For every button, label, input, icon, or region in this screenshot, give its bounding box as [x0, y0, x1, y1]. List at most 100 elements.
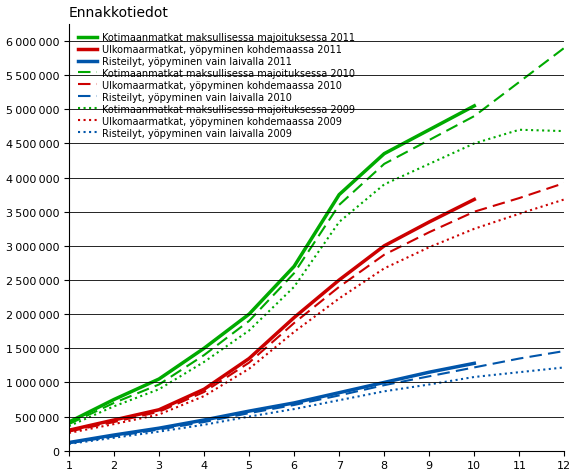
Ulkomaarmatkat, yöpyminen kohdemaassa 2009 [381, 266, 388, 272]
Ulkomaarmatkat, yöpyminen kohdemaassa 2010 [516, 196, 523, 201]
Kotimaanmatkat maksullisessa majoituksessa 2009 [381, 182, 388, 188]
Ulkomaarmatkat, yöpyminen kohdemaassa 2009 [471, 227, 478, 232]
Risteilyt, yöpyminen vain laivalla 2010 [516, 356, 523, 362]
Ulkomaarmatkat, yöpyminen kohdemaassa 2010 [201, 389, 208, 395]
Risteilyt, yöpyminen vain laivalla 2010 [65, 440, 72, 446]
Kotimaanmatkat maksullisessa majoituksessa 2009 [110, 404, 117, 409]
Risteilyt, yöpyminen vain laivalla 2009 [561, 365, 568, 370]
Risteilyt, yöpyminen vain laivalla 2009 [381, 388, 388, 394]
Line: Ulkomaarmatkat, yöpyminen kohdemaassa 2010: Ulkomaarmatkat, yöpyminen kohdemaassa 20… [69, 184, 564, 432]
Kotimaanmatkat maksullisessa majoituksessa 2011 [381, 151, 388, 157]
Kotimaanmatkat maksullisessa majoituksessa 2010 [110, 400, 117, 406]
Kotimaanmatkat maksullisessa majoituksessa 2011 [426, 128, 433, 133]
Risteilyt, yöpyminen vain laivalla 2011 [65, 440, 72, 446]
Ulkomaarmatkat, yöpyminen kohdemaassa 2009 [426, 245, 433, 250]
Ulkomaarmatkat, yöpyminen kohdemaassa 2009 [336, 296, 343, 302]
Risteilyt, yöpyminen vain laivalla 2011 [110, 432, 117, 438]
Ulkomaarmatkat, yöpyminen kohdemaassa 2009 [246, 366, 253, 372]
Ulkomaarmatkat, yöpyminen kohdemaassa 2010 [156, 409, 163, 415]
Risteilyt, yöpyminen vain laivalla 2011 [336, 390, 343, 396]
Risteilyt, yöpyminen vain laivalla 2011 [246, 408, 253, 414]
Ulkomaarmatkat, yöpyminen kohdemaassa 2009 [291, 329, 298, 335]
Risteilyt, yöpyminen vain laivalla 2010 [561, 348, 568, 354]
Kotimaanmatkat maksullisessa majoituksessa 2011 [201, 346, 208, 351]
Ulkomaarmatkat, yöpyminen kohdemaassa 2010 [426, 230, 433, 236]
Risteilyt, yöpyminen vain laivalla 2010 [201, 419, 208, 425]
Risteilyt, yöpyminen vain laivalla 2009 [471, 374, 478, 380]
Kotimaanmatkat maksullisessa majoituksessa 2010 [426, 138, 433, 144]
Ulkomaarmatkat, yöpyminen kohdemaassa 2010 [110, 419, 117, 425]
Risteilyt, yöpyminen vain laivalla 2009 [291, 407, 298, 412]
Risteilyt, yöpyminen vain laivalla 2009 [110, 435, 117, 441]
Ulkomaarmatkat, yöpyminen kohdemaassa 2009 [156, 412, 163, 417]
Ulkomaarmatkat, yöpyminen kohdemaassa 2011 [110, 417, 117, 423]
Ulkomaarmatkat, yöpyminen kohdemaassa 2011 [156, 407, 163, 413]
Ulkomaarmatkat, yöpyminen kohdemaassa 2009 [561, 197, 568, 203]
Ulkomaarmatkat, yöpyminen kohdemaassa 2009 [201, 393, 208, 399]
Risteilyt, yöpyminen vain laivalla 2009 [246, 414, 253, 419]
Kotimaanmatkat maksullisessa majoituksessa 2010 [381, 162, 388, 168]
Line: Risteilyt, yöpyminen vain laivalla 2011: Risteilyt, yöpyminen vain laivalla 2011 [69, 364, 474, 443]
Risteilyt, yöpyminen vain laivalla 2011 [201, 417, 208, 423]
Kotimaanmatkat maksullisessa majoituksessa 2009 [156, 387, 163, 392]
Line: Ulkomaarmatkat, yöpyminen kohdemaassa 2011: Ulkomaarmatkat, yöpyminen kohdemaassa 20… [69, 200, 474, 430]
Kotimaanmatkat maksullisessa majoituksessa 2011 [291, 264, 298, 269]
Ulkomaarmatkat, yöpyminen kohdemaassa 2011 [471, 197, 478, 203]
Kotimaanmatkat maksullisessa majoituksessa 2010 [201, 353, 208, 358]
Risteilyt, yöpyminen vain laivalla 2011 [291, 400, 298, 406]
Ulkomaarmatkat, yöpyminen kohdemaassa 2011 [291, 315, 298, 321]
Ulkomaarmatkat, yöpyminen kohdemaassa 2011 [336, 278, 343, 283]
Risteilyt, yöpyminen vain laivalla 2011 [426, 369, 433, 375]
Kotimaanmatkat maksullisessa majoituksessa 2009 [336, 219, 343, 225]
Ulkomaarmatkat, yöpyminen kohdemaassa 2010 [381, 252, 388, 258]
Kotimaanmatkat maksullisessa majoituksessa 2010 [156, 382, 163, 387]
Line: Kotimaanmatkat maksullisessa majoituksessa 2009: Kotimaanmatkat maksullisessa majoitukses… [69, 130, 564, 426]
Risteilyt, yöpyminen vain laivalla 2009 [426, 382, 433, 387]
Risteilyt, yöpyminen vain laivalla 2011 [381, 380, 388, 386]
Kotimaanmatkat maksullisessa majoituksessa 2011 [246, 312, 253, 317]
Kotimaanmatkat maksullisessa majoituksessa 2010 [561, 46, 568, 51]
Risteilyt, yöpyminen vain laivalla 2009 [156, 429, 163, 435]
Risteilyt, yöpyminen vain laivalla 2011 [471, 361, 478, 367]
Ulkomaarmatkat, yöpyminen kohdemaassa 2011 [65, 427, 72, 433]
Ulkomaarmatkat, yöpyminen kohdemaassa 2011 [201, 387, 208, 392]
Kotimaanmatkat maksullisessa majoituksessa 2009 [471, 141, 478, 147]
Line: Ulkomaarmatkat, yöpyminen kohdemaassa 2009: Ulkomaarmatkat, yöpyminen kohdemaassa 20… [69, 200, 564, 433]
Kotimaanmatkat maksullisessa majoituksessa 2009 [201, 359, 208, 365]
Risteilyt, yöpyminen vain laivalla 2009 [516, 369, 523, 375]
Line: Risteilyt, yöpyminen vain laivalla 2010: Risteilyt, yöpyminen vain laivalla 2010 [69, 351, 564, 443]
Ulkomaarmatkat, yöpyminen kohdemaassa 2009 [110, 421, 117, 427]
Kotimaanmatkat maksullisessa majoituksessa 2009 [246, 328, 253, 334]
Risteilyt, yöpyminen vain laivalla 2010 [426, 374, 433, 379]
Kotimaanmatkat maksullisessa majoituksessa 2010 [516, 80, 523, 86]
Ulkomaarmatkat, yöpyminen kohdemaassa 2010 [291, 320, 298, 326]
Kotimaanmatkat maksullisessa majoituksessa 2011 [336, 192, 343, 198]
Kotimaanmatkat maksullisessa majoituksessa 2009 [291, 284, 298, 290]
Ulkomaarmatkat, yöpyminen kohdemaassa 2010 [65, 429, 72, 435]
Ulkomaarmatkat, yöpyminen kohdemaassa 2010 [471, 209, 478, 215]
Risteilyt, yöpyminen vain laivalla 2010 [381, 383, 388, 388]
Risteilyt, yöpyminen vain laivalla 2010 [246, 410, 253, 416]
Kotimaanmatkat maksullisessa majoituksessa 2009 [561, 129, 568, 135]
Risteilyt, yöpyminen vain laivalla 2011 [156, 426, 163, 431]
Kotimaanmatkat maksullisessa majoituksessa 2010 [65, 421, 72, 427]
Line: Kotimaanmatkat maksullisessa majoituksessa 2010: Kotimaanmatkat maksullisessa majoitukses… [69, 49, 564, 424]
Risteilyt, yöpyminen vain laivalla 2009 [65, 441, 72, 447]
Kotimaanmatkat maksullisessa majoituksessa 2009 [426, 162, 433, 168]
Kotimaanmatkat maksullisessa majoituksessa 2010 [336, 203, 343, 208]
Risteilyt, yöpyminen vain laivalla 2010 [156, 427, 163, 433]
Kotimaanmatkat maksullisessa majoituksessa 2010 [246, 318, 253, 324]
Ulkomaarmatkat, yöpyminen kohdemaassa 2011 [246, 356, 253, 362]
Kotimaanmatkat maksullisessa majoituksessa 2011 [156, 377, 163, 382]
Ulkomaarmatkat, yöpyminen kohdemaassa 2010 [561, 181, 568, 187]
Ulkomaarmatkat, yöpyminen kohdemaassa 2009 [516, 211, 523, 217]
Ulkomaarmatkat, yöpyminen kohdemaassa 2009 [65, 430, 72, 436]
Text: Ennakkotiedot: Ennakkotiedot [69, 6, 169, 20]
Kotimaanmatkat maksullisessa majoituksessa 2011 [110, 397, 117, 403]
Kotimaanmatkat maksullisessa majoituksessa 2010 [471, 114, 478, 119]
Ulkomaarmatkat, yöpyminen kohdemaassa 2011 [426, 219, 433, 225]
Legend: Kotimaanmatkat maksullisessa majoituksessa 2011, Ulkomaarmatkat, yöpyminen kohde: Kotimaanmatkat maksullisessa majoitukses… [76, 31, 357, 140]
Line: Risteilyt, yöpyminen vain laivalla 2009: Risteilyt, yöpyminen vain laivalla 2009 [69, 367, 564, 444]
Risteilyt, yöpyminen vain laivalla 2009 [336, 397, 343, 403]
Ulkomaarmatkat, yöpyminen kohdemaassa 2010 [336, 284, 343, 290]
